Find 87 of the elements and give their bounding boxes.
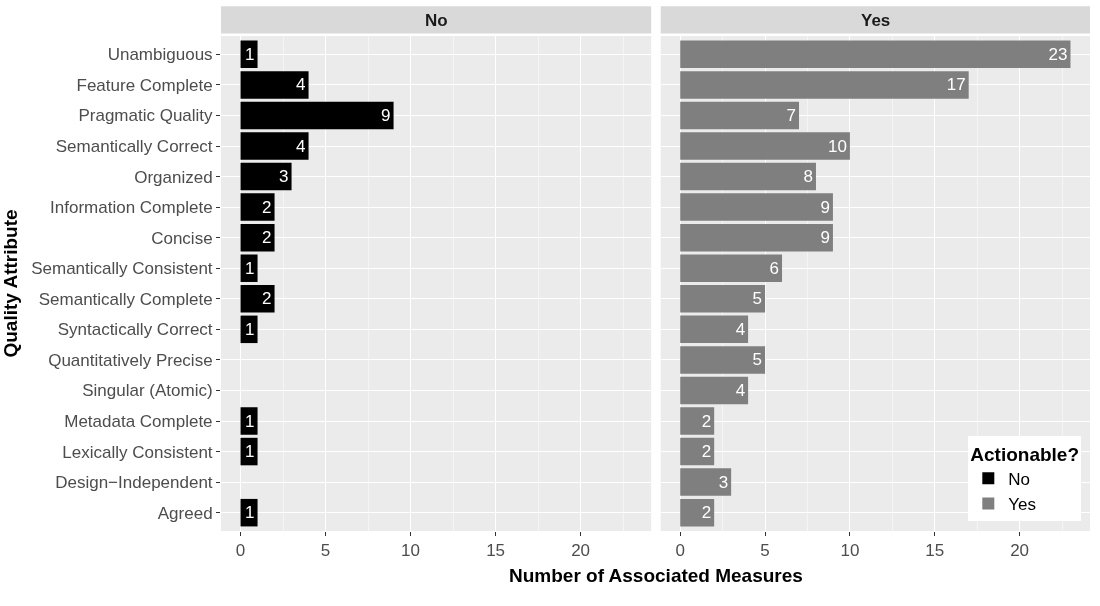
bar <box>680 285 766 313</box>
y-tick-label: Syntactically Correct <box>57 320 213 340</box>
data-label: 1 <box>245 258 255 278</box>
data-label: 10 <box>827 136 847 156</box>
bar <box>240 71 309 99</box>
data-label: 5 <box>752 350 763 370</box>
data-label: 7 <box>786 105 796 125</box>
data-label: 1 <box>245 44 255 64</box>
bar <box>680 437 715 466</box>
bar <box>680 71 969 99</box>
legend-title: Actionable? <box>970 443 1080 465</box>
bar <box>680 346 766 374</box>
data-label: 1 <box>245 442 255 462</box>
data-label: 2 <box>262 197 272 217</box>
x-tick-label: 5 <box>760 541 770 561</box>
data-label: 4 <box>735 319 746 339</box>
x-tick-label: 10 <box>401 541 421 561</box>
data-label: 9 <box>381 105 391 125</box>
data-label: 3 <box>279 167 289 187</box>
data-label: 23 <box>1048 44 1068 64</box>
y-tick-label: Semantically Correct <box>55 136 213 156</box>
y-tick-label: Semantically Complete <box>38 289 213 309</box>
data-label: 1 <box>245 503 255 523</box>
y-tick-label: Information Complete <box>50 198 213 218</box>
x-axis-title: Number of Associated Measures <box>509 565 803 586</box>
y-tick-label: Pragmatic Quality <box>78 106 214 126</box>
bar <box>680 132 850 160</box>
data-label: 5 <box>752 289 763 309</box>
y-tick-label: Concise <box>151 228 213 248</box>
y-tick-label: Lexically Consistent <box>62 442 213 462</box>
data-label: 2 <box>262 289 272 309</box>
data-label: 4 <box>735 380 746 400</box>
bar <box>240 193 275 221</box>
data-label: 4 <box>296 136 306 156</box>
bar <box>680 101 799 130</box>
bar <box>680 407 715 435</box>
legend-label: Yes <box>1008 495 1037 515</box>
data-label: 3 <box>718 472 729 492</box>
x-tick-label: 20 <box>571 541 591 561</box>
bar <box>680 40 1071 69</box>
y-tick-label: Design−Independent <box>55 473 213 493</box>
bar <box>240 101 394 130</box>
bar <box>680 376 749 405</box>
bar <box>680 193 833 221</box>
y-axis-title: Quality Attribute <box>0 209 22 358</box>
data-label: 1 <box>245 319 255 339</box>
y-tick-label: Organized <box>134 167 213 187</box>
data-label: 6 <box>769 258 780 278</box>
bar <box>680 162 816 191</box>
bar <box>680 315 749 344</box>
y-tick-label: Metadata Complete <box>64 411 213 431</box>
chart-title: No <box>425 11 448 30</box>
chart-title: Yes <box>861 11 891 30</box>
data-label: 2 <box>262 228 272 248</box>
x-tick-label: 5 <box>320 541 331 561</box>
data-label: 2 <box>701 442 712 462</box>
bar <box>680 254 783 282</box>
y-tick-label: Semantically Consistent <box>31 259 213 279</box>
data-label: 4 <box>296 75 306 95</box>
y-tick-label: Singular (Atomic) <box>82 381 213 401</box>
y-tick-label: Unambiguous <box>107 45 213 65</box>
data-label: 8 <box>803 167 813 187</box>
x-tick-label: 10 <box>840 541 860 561</box>
data-label: 17 <box>946 75 966 95</box>
bar <box>240 254 258 282</box>
x-tick-label: 15 <box>486 541 506 561</box>
y-tick-label: Quantitatively Precise <box>48 350 213 370</box>
bar <box>240 162 292 191</box>
legend-label: No <box>1008 469 1031 489</box>
data-label: 9 <box>820 197 830 217</box>
x-tick-label: 0 <box>675 541 685 561</box>
data-label: 9 <box>820 228 830 248</box>
data-label: 2 <box>701 503 712 523</box>
y-tick-label: Agreed <box>157 503 213 523</box>
y-tick-label: Feature Complete <box>76 75 213 95</box>
x-tick-label: 0 <box>235 541 246 561</box>
x-tick-label: 20 <box>1010 541 1030 561</box>
bar <box>680 468 732 496</box>
bar <box>240 223 275 252</box>
bar <box>240 285 275 313</box>
bar <box>240 132 309 160</box>
bar <box>240 407 258 435</box>
data-label: 1 <box>245 411 255 431</box>
data-label: 2 <box>701 411 712 431</box>
bar <box>680 223 833 252</box>
x-tick-label: 15 <box>925 541 945 561</box>
bar <box>680 498 715 527</box>
